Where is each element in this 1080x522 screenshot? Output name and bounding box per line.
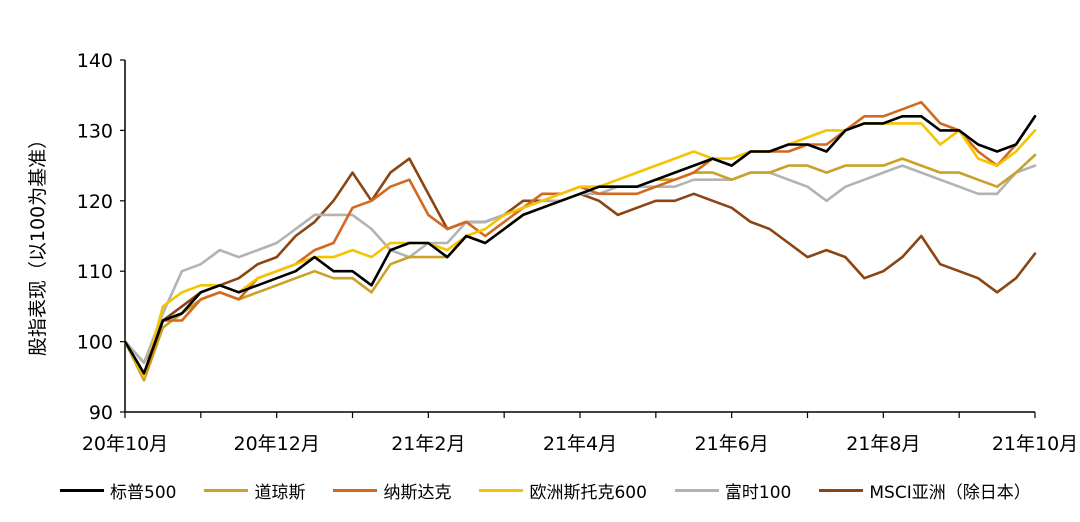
y-tick-label: 130 [77, 120, 113, 142]
x-tick-label: 21年4月 [543, 433, 617, 455]
x-tick-label: 21年10月 [992, 433, 1078, 455]
legend-item: 富时100 [674, 478, 792, 503]
legend-swatch [204, 489, 249, 492]
series-lines [123, 100, 1037, 382]
legend-label: 道琼斯 [254, 483, 306, 503]
legend-swatch [60, 489, 104, 492]
x-tick-label: 21年2月 [391, 433, 465, 455]
legend-item: 纳斯达克 [333, 478, 451, 503]
legend-label: 标普500 [110, 483, 177, 503]
legend-label: 欧洲斯托克600 [529, 483, 647, 503]
y-tick-label: 140 [77, 50, 113, 72]
series-line-0 [123, 115, 1037, 375]
y-tick-label: 90 [89, 402, 113, 424]
legend-swatch [819, 489, 864, 492]
legend-swatch [479, 489, 524, 492]
line-chart: 90 100 110 120 130 140 20年10月 20年12月 21年2月 21年4月… [27, 50, 1078, 455]
legend-item: 标普500 [60, 478, 176, 503]
x-tick-label: 21年8月 [846, 433, 920, 455]
series-line-3 [123, 122, 1037, 379]
series-line-2 [123, 100, 1037, 379]
chart-legend: 标普500 道琼斯 纳斯达克 欧洲斯托克600 富时100 MSCI亚洲（除日本） [60, 478, 1070, 503]
legend-label: 纳斯达克 [383, 483, 452, 503]
legend-item: 欧洲斯托克600 [479, 478, 647, 503]
y-tick-label: 120 [77, 191, 113, 213]
legend-swatch [674, 489, 719, 492]
y-tick-label: 100 [77, 332, 113, 354]
legend-label: 富时100 [724, 483, 792, 503]
series-line-1 [123, 153, 1037, 382]
series-line-5 [123, 157, 1037, 365]
y-tick-label: 110 [77, 261, 113, 283]
x-tick-label: 20年10月 [82, 433, 168, 455]
x-axis: 20年10月 20年12月 21年2月 21年4月 21年6月 21年8月 21年10月 [82, 411, 1078, 455]
x-tick-label: 20年12月 [233, 433, 319, 455]
y-axis: 90 100 110 120 130 140 [77, 50, 126, 424]
legend-item: MSCI亚洲（除日本） [819, 478, 1031, 503]
y-axis-title: 股指表现（以100为基准） [27, 130, 49, 356]
legend-label: MSCI亚洲（除日本） [869, 483, 1031, 503]
legend-item: 道琼斯 [204, 478, 305, 503]
legend-swatch [333, 489, 378, 492]
x-tick-label: 21年6月 [695, 433, 769, 455]
